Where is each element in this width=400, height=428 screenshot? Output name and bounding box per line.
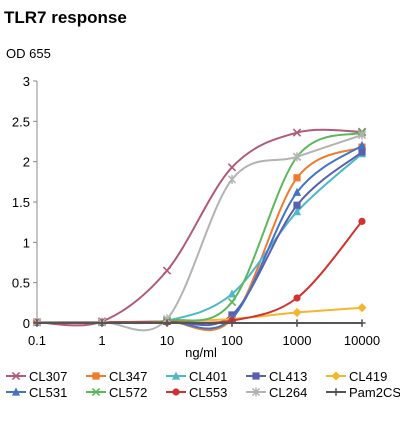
y-tick-label: 1 — [23, 235, 30, 250]
legend-item-cl572: CL572 — [86, 385, 147, 400]
series-lines — [32, 127, 367, 332]
data-point — [292, 307, 302, 318]
series-cl347 — [33, 143, 366, 331]
legend-label: CL419 — [349, 369, 387, 384]
legend-marker — [171, 371, 181, 380]
data-point — [357, 140, 367, 150]
legend-marker — [331, 371, 341, 381]
axes — [33, 80, 363, 327]
x-tick-label: 10000 — [344, 333, 380, 348]
legend-label: CL572 — [109, 385, 147, 400]
data-point — [292, 128, 302, 137]
legend-item-cl347: CL347 — [86, 369, 147, 384]
y-tick-label: 1.5 — [12, 195, 30, 210]
data-point — [162, 266, 172, 275]
series-pam2csk4 — [33, 319, 366, 327]
legend-item-cl553: CL553 — [166, 385, 227, 400]
legend-item-cl413: CL413 — [246, 369, 307, 384]
series-line-cl307 — [36, 128, 363, 327]
y-tick-label: 0.5 — [12, 276, 30, 291]
legend-item-cl307: CL307 — [6, 369, 67, 384]
legend-item-cl419: CL419 — [326, 369, 387, 384]
x-tick-labels: 0.1 1 10 100 1000 10000 — [28, 333, 380, 348]
legend-item-cl401: CL401 — [166, 369, 227, 384]
series-line-cl264 — [36, 134, 363, 332]
legend-marker — [11, 371, 21, 381]
series-cl413 — [33, 148, 366, 327]
y-tick-labels: 0 0.5 1 1.5 2 2.5 3 — [12, 74, 30, 331]
data-point — [227, 174, 237, 185]
data-point — [293, 294, 301, 302]
legend-item-cl531: CL531 — [6, 385, 67, 400]
data-point — [227, 163, 237, 172]
x-tick-label: 10 — [160, 333, 174, 348]
legend: CL307 CL347 CL401 CL413 CL419 CL531 CL572 CL553… — [6, 369, 400, 400]
data-point — [358, 319, 366, 327]
legend-label: CL347 — [109, 369, 147, 384]
legend-label: CL553 — [189, 385, 227, 400]
legend-label: CL531 — [29, 385, 67, 400]
series-cl401 — [32, 149, 367, 326]
legend-marker — [91, 387, 101, 397]
y-tick-label: 3 — [23, 74, 30, 89]
data-point — [293, 174, 301, 182]
legend-label: CL401 — [189, 369, 227, 384]
x-tick-label: 1 — [98, 333, 105, 348]
legend-label: CL307 — [29, 369, 67, 384]
data-point — [292, 152, 302, 162]
data-point — [292, 207, 302, 216]
data-point — [228, 319, 236, 327]
legend-marker — [172, 388, 180, 396]
data-point — [227, 297, 237, 307]
series-line-cl572 — [36, 131, 363, 324]
legend-marker — [92, 372, 100, 380]
series-cl572 — [32, 128, 367, 327]
series-cl307 — [32, 127, 367, 327]
y-tick-label: 2 — [23, 155, 30, 170]
x-axis-label: ng/ml — [185, 345, 217, 360]
legend-label: CL264 — [269, 385, 307, 400]
legend-marker — [11, 387, 21, 396]
series-line-cl553 — [37, 220, 363, 324]
x-tick-label: 0.1 — [28, 333, 46, 348]
legend-item-cl264: CL264 — [246, 385, 307, 400]
legend-label: CL413 — [269, 369, 307, 384]
data-point — [293, 201, 301, 209]
legend-marker — [251, 387, 261, 397]
series-line-cl401 — [36, 152, 363, 325]
data-point — [292, 187, 302, 196]
data-point — [293, 319, 301, 327]
data-point — [33, 319, 41, 327]
x-tick-label: 100 — [221, 333, 243, 348]
y-axis-label: OD 655 — [6, 46, 51, 61]
data-point — [227, 289, 237, 298]
series-line-cl413 — [36, 151, 363, 327]
data-point — [358, 217, 366, 225]
data-point — [357, 303, 367, 313]
legend-marker — [332, 388, 340, 396]
data-point — [358, 148, 366, 156]
y-tick-label: 2.5 — [12, 114, 30, 129]
legend-marker — [252, 372, 260, 380]
data-point — [163, 319, 171, 327]
x-tick-label: 1000 — [283, 333, 312, 348]
chart-title: TLR7 response — [4, 8, 127, 27]
data-point — [357, 130, 367, 140]
series-cl531 — [32, 140, 367, 330]
series-cl553 — [33, 217, 366, 326]
y-tick-label: 0 — [23, 316, 30, 331]
legend-label: Pam2CSK4 — [349, 385, 400, 400]
data-point — [98, 319, 106, 327]
legend-item-pam2csk4: Pam2CSK4 — [326, 385, 400, 400]
series-line-cl531 — [36, 144, 363, 330]
